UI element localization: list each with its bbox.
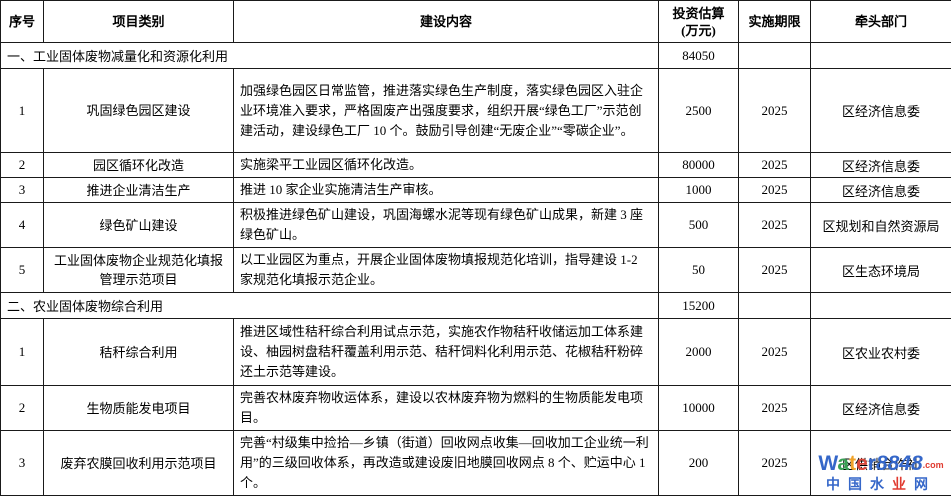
section-title: 二、农业固体废物综合利用 xyxy=(1,293,659,319)
row-no: 3 xyxy=(1,178,44,203)
table-row: 3 废弃农膜回收利用示范项目 完善“村级集中捡拾—乡镇（街道）回收网点收集—回收… xyxy=(1,431,951,496)
row-no: 5 xyxy=(1,248,44,293)
table-row: 3 推进企业清洁生产 推进 10 家企业实施清洁生产审核。 1000 2025 … xyxy=(1,178,951,203)
section-period-empty xyxy=(739,293,811,319)
row-category: 园区循环化改造 xyxy=(44,153,234,178)
row-period: 2025 xyxy=(739,319,811,386)
row-content: 推进区域性秸秆综合利用试点示范，实施农作物秸秆收储运加工体系建设、柚园树盘秸秆覆… xyxy=(234,319,659,386)
row-investment: 80000 xyxy=(659,153,739,178)
row-investment: 10000 xyxy=(659,386,739,431)
row-no: 1 xyxy=(1,69,44,153)
row-content: 加强绿色园区日常监管，推进落实绿色生产制度，落实绿色园区入驻企业环境准入要求，严… xyxy=(234,69,659,153)
row-content: 完善农林废弃物收运体系，建设以农林废弃物为燃料的生物质能发电项目。 xyxy=(234,386,659,431)
header-period: 实施期限 xyxy=(739,1,811,43)
row-category: 工业固体废物企业规范化填报管理示范项目 xyxy=(44,248,234,293)
row-category: 生物质能发电项目 xyxy=(44,386,234,431)
section-title: 一、工业固体废物减量化和资源化利用 xyxy=(1,43,659,69)
header-row: 序号 项目类别 建设内容 投资估算 (万元) 实施期限 牵头部门 xyxy=(1,1,951,43)
row-no: 4 xyxy=(1,203,44,248)
row-department: 区经济信息委 xyxy=(811,69,951,153)
row-period: 2025 xyxy=(739,69,811,153)
row-content: 推进 10 家企业实施清洁生产审核。 xyxy=(234,178,659,203)
row-department: 区经济信息委 xyxy=(811,178,951,203)
row-investment: 2000 xyxy=(659,319,739,386)
section-row: 二、农业固体废物综合利用 15200 xyxy=(1,293,951,319)
table-row: 2 园区循环化改造 实施梁平工业园区循环化改造。 80000 2025 区经济信… xyxy=(1,153,951,178)
row-period: 2025 xyxy=(739,248,811,293)
row-period: 2025 xyxy=(739,153,811,178)
row-investment: 1000 xyxy=(659,178,739,203)
row-content: 以工业园区为重点，开展企业固体废物填报规范化培训，指导建设 1-2 家规范化填报… xyxy=(234,248,659,293)
row-category: 绿色矿山建设 xyxy=(44,203,234,248)
row-category: 废弃农膜回收利用示范项目 xyxy=(44,431,234,496)
row-investment: 200 xyxy=(659,431,739,496)
table-row: 1 秸秆综合利用 推进区域性秸秆综合利用试点示范，实施农作物秸秆收储运加工体系建… xyxy=(1,319,951,386)
row-period: 2025 xyxy=(739,431,811,496)
row-department: 区规划和自然资源局 xyxy=(811,203,951,248)
section-department-empty xyxy=(811,293,951,319)
row-content: 积极推进绿色矿山建设，巩固海螺水泥等现有绿色矿山成果，新建 3 座绿色矿山。 xyxy=(234,203,659,248)
row-department: 区农业农村委 xyxy=(811,319,951,386)
row-period: 2025 xyxy=(739,203,811,248)
row-no: 2 xyxy=(1,153,44,178)
row-department: 区供销合作社 Water8848.com 中国水业网 xyxy=(811,431,951,496)
header-content: 建设内容 xyxy=(234,1,659,43)
header-no: 序号 xyxy=(1,1,44,43)
row-department: 区经济信息委 xyxy=(811,153,951,178)
row-investment: 50 xyxy=(659,248,739,293)
row-period: 2025 xyxy=(739,386,811,431)
row-category: 推进企业清洁生产 xyxy=(44,178,234,203)
section-row: 一、工业固体废物减量化和资源化利用 84050 xyxy=(1,43,951,69)
watermark-site-name: 中国水业网 xyxy=(814,477,948,491)
row-investment: 2500 xyxy=(659,69,739,153)
row-content: 实施梁平工业园区循环化改造。 xyxy=(234,153,659,178)
section-department-empty xyxy=(811,43,951,69)
row-no: 2 xyxy=(1,386,44,431)
row-department: 区生态环境局 xyxy=(811,248,951,293)
row-period: 2025 xyxy=(739,178,811,203)
row-no: 1 xyxy=(1,319,44,386)
section-investment: 15200 xyxy=(659,293,739,319)
row-department: 区经济信息委 xyxy=(811,386,951,431)
row-no: 3 xyxy=(1,431,44,496)
table-row: 4 绿色矿山建设 积极推进绿色矿山建设，巩固海螺水泥等现有绿色矿山成果，新建 3… xyxy=(1,203,951,248)
row-category: 秸秆综合利用 xyxy=(44,319,234,386)
table-row: 5 工业固体废物企业规范化填报管理示范项目 以工业园区为重点，开展企业固体废物填… xyxy=(1,248,951,293)
header-category: 项目类别 xyxy=(44,1,234,43)
header-investment: 投资估算 (万元) xyxy=(659,1,739,43)
row-investment: 500 xyxy=(659,203,739,248)
table-row: 1 巩固绿色园区建设 加强绿色园区日常监管，推进落实绿色生产制度，落实绿色园区入… xyxy=(1,69,951,153)
department-text: 区供销合作社 xyxy=(842,457,920,472)
row-category: 巩固绿色园区建设 xyxy=(44,69,234,153)
header-department: 牵头部门 xyxy=(811,1,951,43)
table-row: 2 生物质能发电项目 完善农林废弃物收运体系，建设以农林废弃物为燃料的生物质能发… xyxy=(1,386,951,431)
section-period-empty xyxy=(739,43,811,69)
row-content: 完善“村级集中捡拾—乡镇（街道）回收网点收集—回收加工企业统一利用”的三级回收体… xyxy=(234,431,659,496)
section-investment: 84050 xyxy=(659,43,739,69)
